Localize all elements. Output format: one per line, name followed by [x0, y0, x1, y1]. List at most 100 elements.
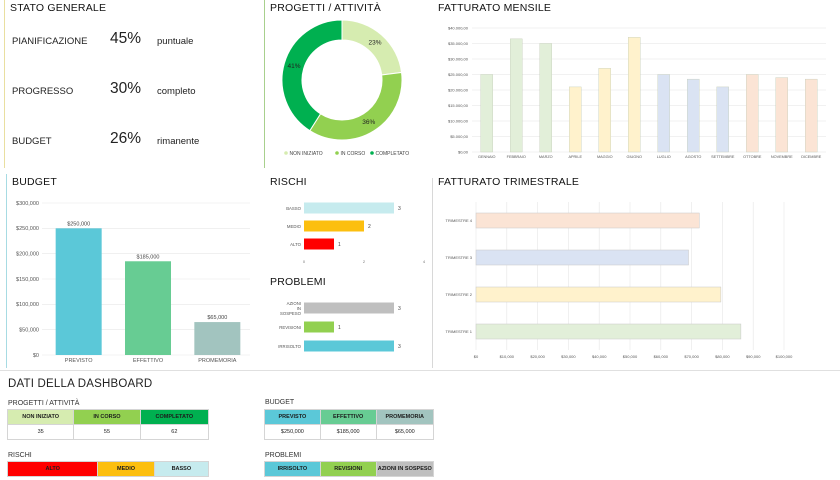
y-tick-label: $300,000 [16, 201, 39, 207]
legend-label: COMPLETATO [376, 151, 410, 157]
y-tick-label: AZIONI [287, 301, 301, 306]
dati-problemi-title: PROBLEMI [265, 452, 302, 459]
bar [304, 340, 394, 352]
y-tick-label: TRIMESTRE 4 [446, 218, 473, 223]
data-label: $185,000 [137, 254, 160, 260]
x-tick-label: GENNAIO [478, 155, 496, 159]
data-label: $65,000 [207, 315, 227, 321]
y-tick-label: IRRISOLTO [278, 344, 301, 349]
x-tick-label: FEBBRAIO [507, 155, 526, 159]
bar [475, 212, 700, 229]
table-header-cell: PREVISTO [264, 409, 321, 425]
x-tick-label: SETTEMBRE [711, 155, 735, 159]
x-tick-label: AGOSTO [685, 155, 701, 159]
stat-desc: rimanente [157, 136, 200, 147]
x-tick-label: OTTOBRE [743, 155, 762, 159]
stato-generale-panel: STATO GENERALE PIANIFICAZIONE 45% puntua… [0, 0, 258, 168]
bar [746, 74, 759, 153]
y-tick-label: $0 [33, 353, 39, 359]
dati-budget-title: BUDGET [265, 399, 295, 406]
x-tick-label: $60,000 [654, 354, 669, 359]
bar [628, 37, 641, 153]
bar [687, 78, 700, 153]
y-tick-label: ALTO [290, 242, 301, 247]
table-header-cell: AZIONI IN SOSPESO [375, 461, 435, 477]
x-tick-label: $50,000 [623, 354, 638, 359]
dati-rischi-table: ALTO MEDIO BASSO [6, 461, 210, 477]
table-header-cell: PROMEMORIA [375, 409, 435, 425]
x-tick-label: MAGGIO [597, 155, 613, 159]
x-tick-label: MARZO [539, 155, 553, 159]
table-header-cell: IRRISOLTO [264, 461, 321, 477]
legend-label: NON INIZIATO [290, 151, 323, 157]
x-tick-label: PREVISTO [65, 358, 93, 364]
stat-label: PROGRESSO [12, 86, 74, 97]
data-label: 3 [398, 206, 401, 212]
bar [657, 74, 670, 153]
fatturato-mensile-title: FATTURATO MENSILE [438, 2, 552, 14]
y-tick-label: $50,000 [19, 327, 39, 333]
table-cell[interactable]: $65,000 [375, 424, 435, 440]
table-header-cell: IN CORSO [73, 409, 141, 425]
y-tick-label: REVISIONI [279, 325, 301, 330]
progetti-accent-line [264, 0, 265, 168]
data-label: 2 [368, 224, 371, 230]
budget-accent-line [6, 174, 7, 368]
progetti-panel: PROGETTI / ATTIVITÀ 23% 36% 41% NON INIZIAT… [264, 0, 432, 168]
x-tick-label: NOVEMBRE [771, 155, 793, 159]
y-tick-label: $15.000,00 [448, 103, 469, 108]
y-tick-label: $35.000,00 [448, 41, 469, 46]
problemi-panel: PROBLEMI AZIONI IN SOSPESO 3 REVISIONI 1 IRRIS… [264, 274, 432, 368]
y-tick-label: $20.000,00 [448, 88, 469, 93]
bar [569, 86, 582, 153]
bar [775, 77, 788, 153]
x-tick-label: GIUGNO [627, 155, 642, 159]
dati-progetti-table: NON INIZIATO IN CORSO COMPLETATO 35 55 6… [6, 409, 210, 440]
rischi-panel: RISCHI BASSO 3 MEDIO 2 ALTO 1 0 2 4 [264, 174, 432, 270]
problemi-title: PROBLEMI [270, 276, 326, 288]
stat-label: BUDGET [12, 136, 52, 147]
y-tick-label: $25.000,00 [448, 72, 469, 77]
x-tick-label: $20,000 [530, 354, 545, 359]
fatturato-trimestrale-panel: FATTURATO TRIMESTRALE $0 $10,000 $20,000 $3… [432, 174, 832, 368]
legend-swatch [370, 151, 374, 155]
table-cell[interactable]: $185,000 [319, 424, 377, 440]
table-header-cell: COMPLETATO [139, 409, 210, 425]
y-tick-label: MEDIO [287, 224, 302, 229]
table-cell[interactable]: 35 [6, 424, 75, 440]
bar [475, 323, 742, 340]
x-tick-label: 4 [423, 259, 426, 264]
x-tick-label: 0 [303, 259, 306, 264]
bar [304, 238, 334, 250]
stat-pianificazione: PIANIFICAZIONE 45% puntuale [6, 30, 246, 54]
donut-slice [281, 19, 343, 132]
x-tick-label: $10,000 [500, 354, 515, 359]
data-label: 1 [338, 242, 341, 248]
fatturato-mensile-chart: $0,00 $5.000,00 $10.000,00 $15.000,00 $20.00… [448, 26, 826, 159]
table-cell[interactable]: $250,000 [264, 424, 321, 440]
x-tick-label: $80,000 [715, 354, 730, 359]
y-tick-label: $250,000 [16, 226, 39, 232]
bar [598, 68, 611, 153]
table-cell[interactable]: 55 [73, 424, 141, 440]
data-label: 3 [398, 306, 401, 312]
y-tick-label: BASSO [286, 206, 301, 211]
table-header-cell: NON INIZIATO [6, 409, 75, 425]
stat-budget: BUDGET 26% rimanente [6, 130, 246, 154]
legend-swatch [335, 151, 339, 155]
y-tick-label: $10.000,00 [448, 119, 469, 124]
table-header-cell: ALTO [6, 461, 99, 477]
fatturato-trimestrale-chart: $0 $10,000 $20,000 $30,000 $40,000 $50,000 $60… [446, 202, 793, 359]
dati-section: DATI DELLA DASHBOARD PROGETTI / ATTIVITÀ… [0, 370, 840, 480]
stat-desc: completo [157, 86, 196, 97]
dati-problemi-table: IRRISOLTO REVISIONI AZIONI IN SOSPESO [264, 461, 435, 477]
table-cell[interactable]: 62 [139, 424, 210, 440]
data-label: 1 [338, 325, 341, 331]
dati-title: DATI DELLA DASHBOARD [8, 378, 153, 390]
bar [539, 43, 552, 153]
dati-progetti-title: PROGETTI / ATTIVITÀ [8, 400, 80, 407]
stato-accent-line [4, 0, 5, 168]
bar [716, 86, 729, 153]
stat-progresso: PROGRESSO 30% completo [6, 80, 246, 104]
progetti-donut-chart: 23% 36% 41% NON INIZIATO IN CORSO COMPLETATO [281, 19, 410, 157]
